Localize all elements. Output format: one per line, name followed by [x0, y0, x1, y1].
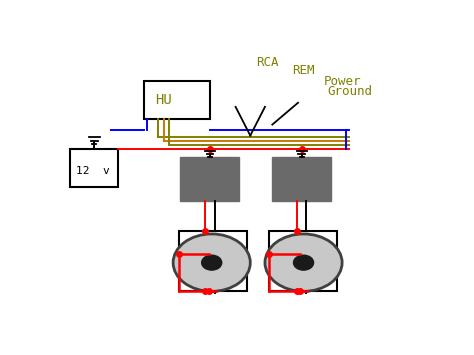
Circle shape: [173, 234, 250, 291]
Bar: [144, 81, 210, 119]
Bar: [181, 157, 239, 201]
Text: 12  v: 12 v: [76, 166, 109, 176]
Text: RCA: RCA: [256, 56, 278, 69]
Text: REM: REM: [292, 64, 315, 77]
Bar: [269, 231, 337, 291]
Text: HU: HU: [155, 93, 172, 107]
Text: Power: Power: [324, 75, 361, 88]
Text: Ground: Ground: [328, 84, 373, 98]
Bar: [70, 149, 118, 187]
Circle shape: [293, 255, 314, 270]
Bar: [272, 157, 331, 201]
Circle shape: [265, 234, 342, 291]
Circle shape: [201, 255, 222, 270]
Bar: [179, 231, 246, 291]
